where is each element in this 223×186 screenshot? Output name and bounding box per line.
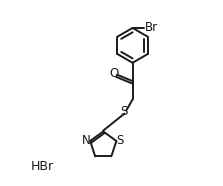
Text: O: O <box>109 67 118 80</box>
Text: HBr: HBr <box>31 160 54 173</box>
Text: S: S <box>116 134 123 147</box>
Text: S: S <box>121 105 128 118</box>
Text: Br: Br <box>145 21 158 34</box>
Text: N: N <box>82 134 91 147</box>
